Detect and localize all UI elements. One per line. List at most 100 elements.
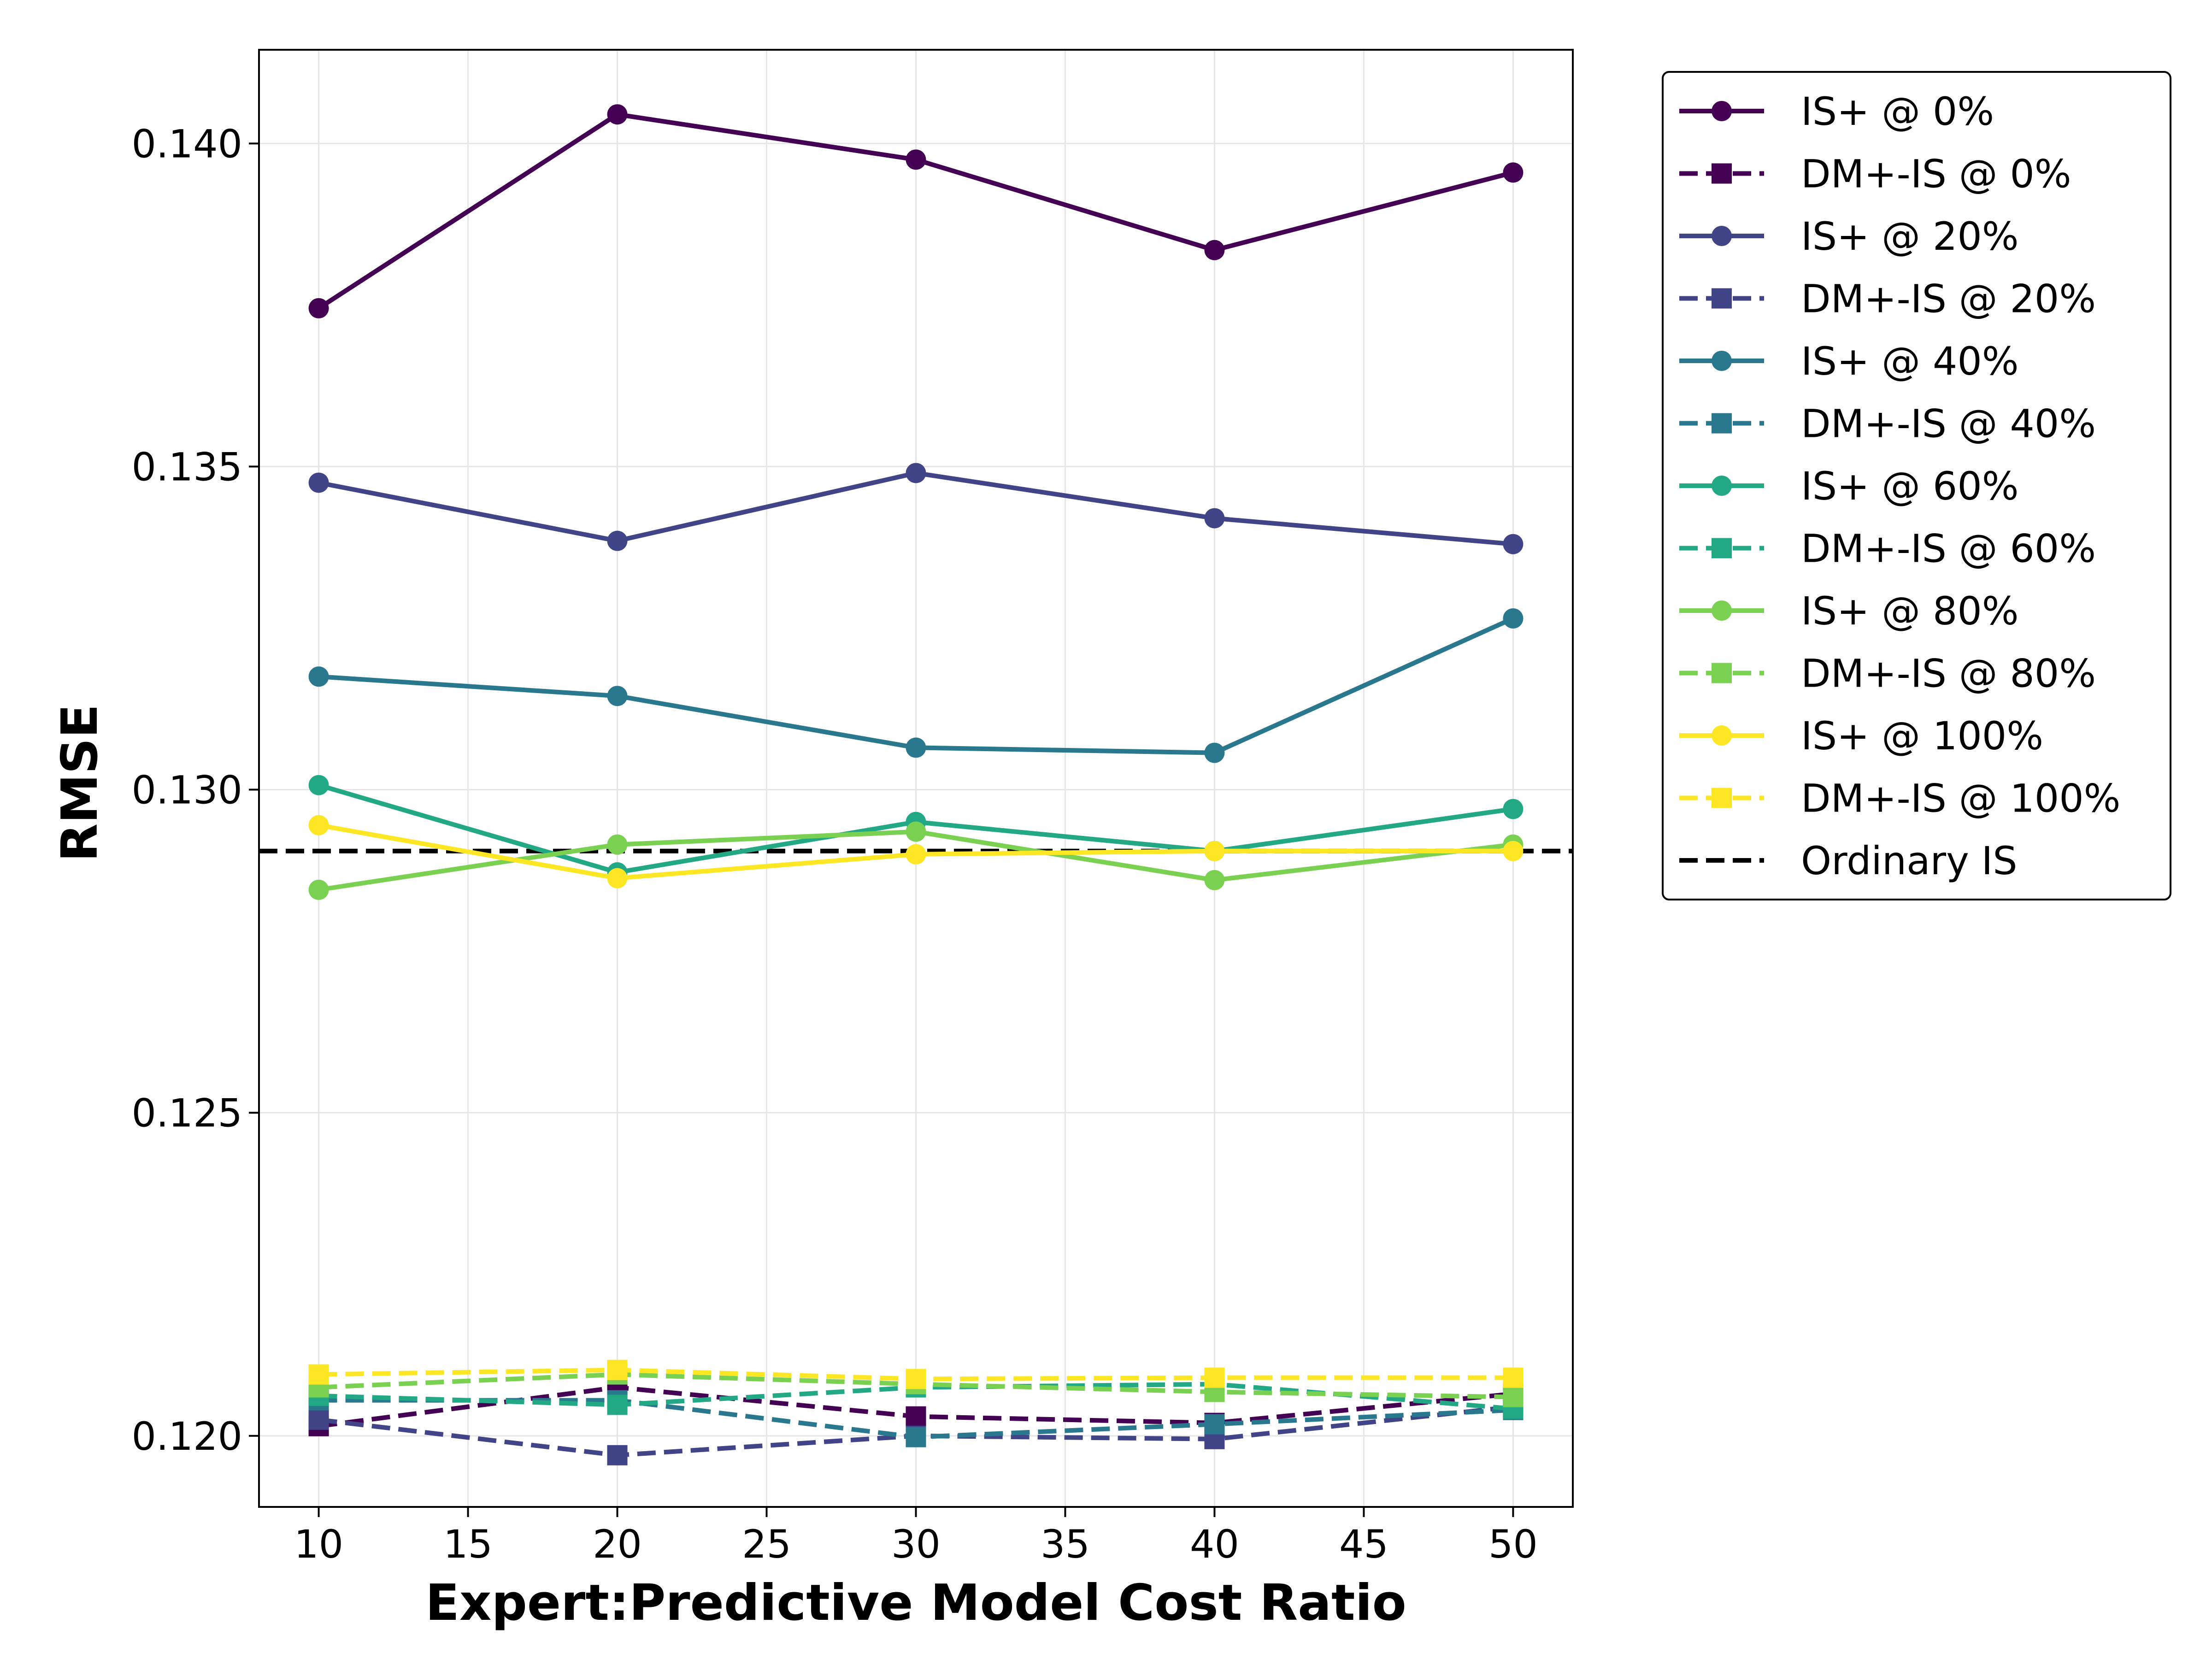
x-axis-ticks: 10 15 20 25 30 35 40 45 50	[294, 1507, 1538, 1567]
y-tick-label: 0.125	[132, 1091, 242, 1136]
data-point	[906, 149, 926, 170]
data-point	[906, 463, 926, 483]
data-point	[1503, 1387, 1524, 1407]
legend-swatch-marker	[1712, 663, 1732, 683]
data-point	[308, 1409, 329, 1430]
x-tick-label: 15	[443, 1522, 493, 1567]
legend-swatch-marker	[1712, 538, 1732, 559]
legend-label: IS+ @ 40%	[1801, 339, 2019, 384]
y-axis-ticks: 0.120 0.125 0.130 0.135 0.140	[132, 121, 259, 1459]
series-group	[308, 104, 1524, 1465]
series-11	[308, 1359, 1524, 1389]
series-0	[308, 104, 1524, 318]
data-point	[607, 1445, 628, 1465]
data-point	[308, 1364, 329, 1385]
data-point	[1204, 1414, 1225, 1435]
data-point	[607, 530, 628, 551]
plot-area-frame	[258, 49, 1574, 1508]
legend-swatch-marker	[1712, 226, 1732, 246]
data-point	[1204, 841, 1225, 861]
data-point	[1204, 1367, 1225, 1388]
data-point	[607, 868, 628, 888]
x-axis-label: Expert:Predictive Model Cost Ratio	[425, 1574, 1406, 1632]
legend-item: Ordinary IS	[1679, 838, 2018, 883]
series-2	[308, 463, 1524, 554]
legend-item: IS+ @ 40%	[1679, 339, 2019, 384]
legend-label: IS+ @ 60%	[1801, 464, 2019, 509]
series-4	[308, 608, 1524, 763]
legend-swatch-marker	[1712, 476, 1732, 496]
data-point	[906, 844, 926, 865]
legend-label: DM+-IS @ 60%	[1801, 526, 2096, 571]
legend-item: IS+ @ 80%	[1679, 588, 2019, 634]
data-point	[1204, 870, 1225, 890]
data-point	[1204, 240, 1225, 260]
data-point	[607, 834, 628, 855]
data-point	[906, 1427, 926, 1447]
x-tick-label: 25	[742, 1522, 791, 1567]
data-point	[1503, 162, 1524, 183]
legend-label: DM+-IS @ 0%	[1801, 152, 2071, 197]
data-point	[607, 1394, 628, 1415]
data-point	[906, 1406, 926, 1427]
legend-item: DM+-IS @ 0%	[1679, 152, 2071, 197]
legend-label: IS+ @ 80%	[1801, 588, 2019, 634]
y-tick-label: 0.120	[132, 1414, 242, 1459]
legend-item: DM+-IS @ 100%	[1679, 776, 2121, 821]
legend-swatch-marker	[1712, 101, 1732, 121]
data-point	[1204, 508, 1225, 529]
legend-item: IS+ @ 0%	[1679, 89, 1994, 134]
legend-item: DM+-IS @ 40%	[1679, 401, 2096, 447]
data-point	[1503, 799, 1524, 819]
data-point	[308, 472, 329, 493]
legend-swatch-marker	[1712, 351, 1732, 371]
legend: IS+ @ 0% DM+-IS @ 0% IS+ @ 20% DM+-IS @ 20%…	[1662, 71, 2171, 900]
data-point	[1204, 742, 1225, 763]
x-tick-label: 10	[294, 1522, 343, 1567]
data-point	[607, 104, 628, 125]
legend-frame	[1662, 71, 2171, 900]
legend-swatch-marker	[1712, 788, 1732, 808]
x-tick-label: 40	[1190, 1522, 1239, 1567]
data-point	[607, 686, 628, 706]
legend-item: IS+ @ 60%	[1679, 464, 2019, 509]
data-point	[906, 1369, 926, 1389]
legend-item: IS+ @ 100%	[1679, 713, 2043, 759]
legend-label: DM+-IS @ 20%	[1801, 276, 2096, 322]
legend-label: DM+-IS @ 100%	[1801, 776, 2121, 821]
legend-swatch-marker	[1712, 725, 1732, 746]
data-point	[1503, 534, 1524, 554]
y-tick-label: 0.135	[132, 444, 242, 489]
data-point	[308, 775, 329, 795]
data-point	[1503, 841, 1524, 861]
legend-swatch-marker	[1712, 288, 1732, 309]
y-axis-label: RMSE	[51, 704, 109, 862]
x-tick-label: 35	[1041, 1522, 1090, 1567]
legend-item: IS+ @ 20%	[1679, 214, 2019, 259]
y-tick-label: 0.130	[132, 768, 242, 813]
series-10	[308, 815, 1524, 888]
data-point	[308, 815, 329, 835]
legend-label: DM+-IS @ 80%	[1801, 651, 2096, 696]
x-tick-label: 20	[593, 1522, 642, 1567]
data-point	[906, 821, 926, 842]
legend-swatch-marker	[1712, 413, 1732, 434]
data-point	[1503, 608, 1524, 629]
legend-label: IS+ @ 20%	[1801, 214, 2019, 259]
data-point	[308, 666, 329, 687]
legend-label: DM+-IS @ 40%	[1801, 401, 2096, 447]
data-point	[1503, 1367, 1524, 1388]
x-tick-label: 50	[1488, 1522, 1538, 1567]
legend-swatch-marker	[1712, 600, 1732, 621]
y-tick-label: 0.140	[132, 121, 242, 166]
x-tick-label: 30	[891, 1522, 941, 1567]
data-point	[308, 298, 329, 318]
data-point	[607, 1359, 628, 1380]
legend-label: Ordinary IS	[1801, 838, 2018, 883]
legend-item: DM+-IS @ 20%	[1679, 276, 2096, 322]
data-point	[906, 737, 926, 758]
legend-item: DM+-IS @ 60%	[1679, 526, 2096, 571]
data-point	[308, 879, 329, 900]
legend-swatch-marker	[1712, 163, 1732, 184]
